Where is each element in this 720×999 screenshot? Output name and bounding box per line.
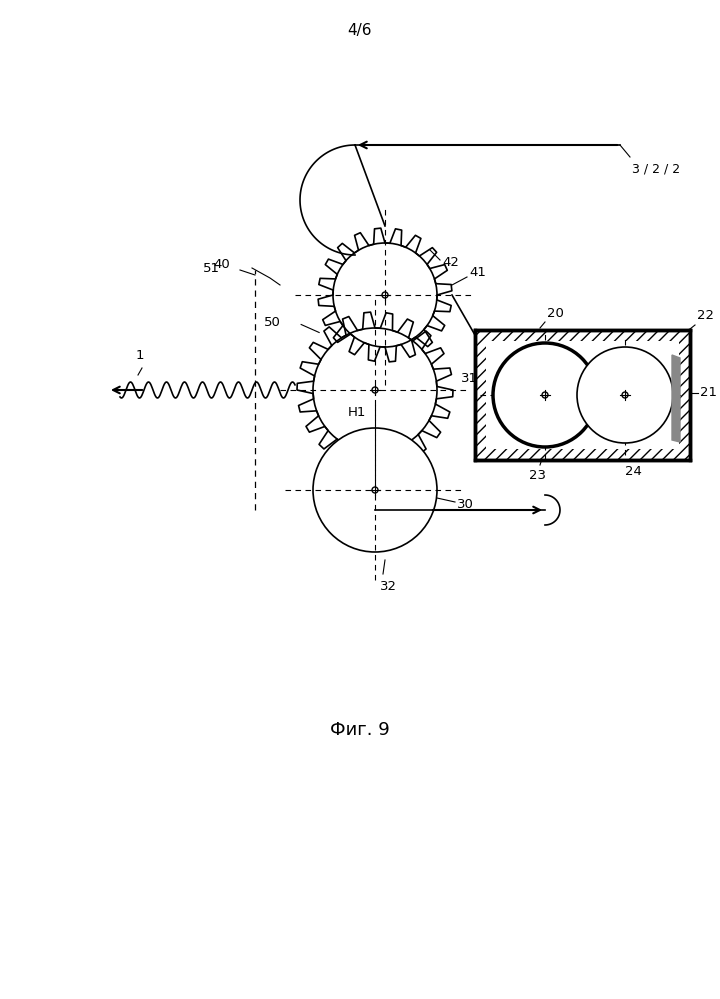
Text: 21: 21 — [700, 387, 717, 400]
Circle shape — [493, 343, 597, 447]
Text: 24: 24 — [624, 465, 642, 478]
Text: 31: 31 — [461, 372, 478, 385]
Text: 40: 40 — [213, 259, 230, 272]
Bar — [475, 330, 690, 460]
Text: 3 / 2 / 2: 3 / 2 / 2 — [632, 163, 680, 176]
Text: 4/6: 4/6 — [348, 23, 372, 38]
Text: 41: 41 — [469, 267, 486, 280]
Circle shape — [382, 292, 388, 298]
Text: H1: H1 — [348, 406, 366, 419]
Circle shape — [372, 487, 378, 493]
Text: 22: 22 — [697, 309, 714, 322]
Polygon shape — [672, 355, 680, 442]
Text: 23: 23 — [528, 469, 546, 482]
Circle shape — [313, 428, 437, 552]
Circle shape — [577, 347, 673, 443]
Circle shape — [372, 387, 378, 393]
Circle shape — [542, 392, 548, 398]
Text: 51: 51 — [203, 262, 220, 275]
Text: 42: 42 — [442, 256, 459, 269]
Circle shape — [622, 392, 628, 398]
Polygon shape — [318, 228, 452, 362]
Text: 20: 20 — [547, 307, 564, 320]
Bar — [486, 341, 679, 449]
Text: Фиг. 9: Фиг. 9 — [330, 721, 390, 739]
Text: 50: 50 — [264, 316, 281, 329]
Polygon shape — [297, 312, 453, 468]
Text: 1: 1 — [136, 349, 144, 362]
Text: 32: 32 — [380, 580, 397, 593]
Text: 30: 30 — [457, 498, 474, 510]
